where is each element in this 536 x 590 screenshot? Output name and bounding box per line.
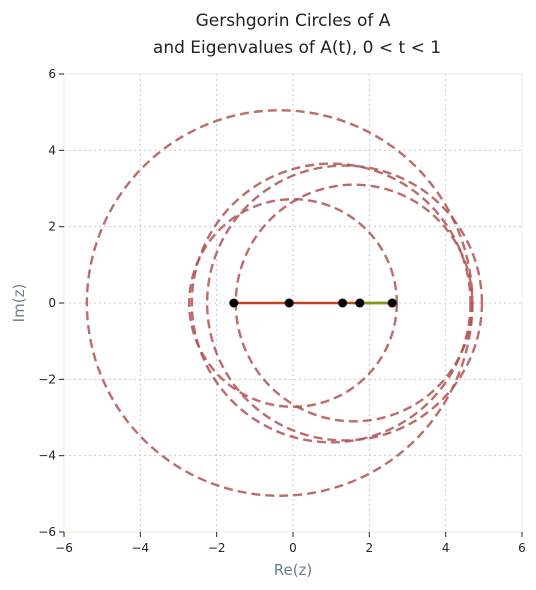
x-tick-label: 4	[442, 541, 450, 555]
gershgorin-circle-3	[205, 164, 484, 442]
x-tick-label: 0	[289, 541, 297, 555]
gershgorin-circle-5	[187, 197, 399, 409]
x-tick-label: −2	[208, 541, 226, 555]
eigenvalue-point-2	[284, 298, 294, 308]
x-tick-label: 2	[366, 541, 374, 555]
y-tick-label: −2	[38, 372, 56, 386]
y-tick-label: −4	[38, 449, 56, 463]
y-axis-label: Im(z)	[10, 284, 28, 323]
eigenvalue-point-3	[338, 298, 348, 308]
x-axis-label: Re(z)	[274, 561, 313, 579]
gershgorin-circle-2	[190, 162, 472, 444]
eigenvalue-point-4	[355, 298, 365, 308]
x-tick-label: −4	[131, 541, 149, 555]
x-tick-label: −6	[55, 541, 73, 555]
chart-title-line2: and Eigenvalues of A(t), 0 < t < 1	[153, 38, 441, 58]
x-tick-label: 6	[518, 541, 526, 555]
grid-layer	[64, 74, 522, 532]
eigenvalue-point-5	[387, 298, 397, 308]
tick-layer: −6 −4 −2 0 2 4 6 −6 −4 −2 0 2 4 6	[38, 67, 526, 555]
y-tick-label: 6	[48, 67, 56, 81]
eigenvalue-point-layer	[229, 298, 397, 308]
y-tick-label: 0	[48, 296, 56, 310]
y-tick-label: 4	[48, 143, 56, 157]
chart-title-line1: Gershgorin Circles of A	[196, 11, 391, 31]
y-tick-label: 2	[48, 220, 56, 234]
eigenvalue-point-1	[229, 298, 239, 308]
y-tick-label: −6	[38, 525, 56, 539]
